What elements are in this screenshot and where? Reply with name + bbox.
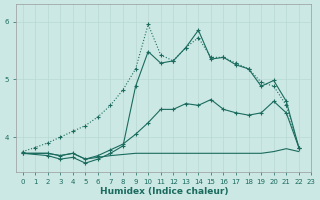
X-axis label: Humidex (Indice chaleur): Humidex (Indice chaleur): [100, 187, 228, 196]
